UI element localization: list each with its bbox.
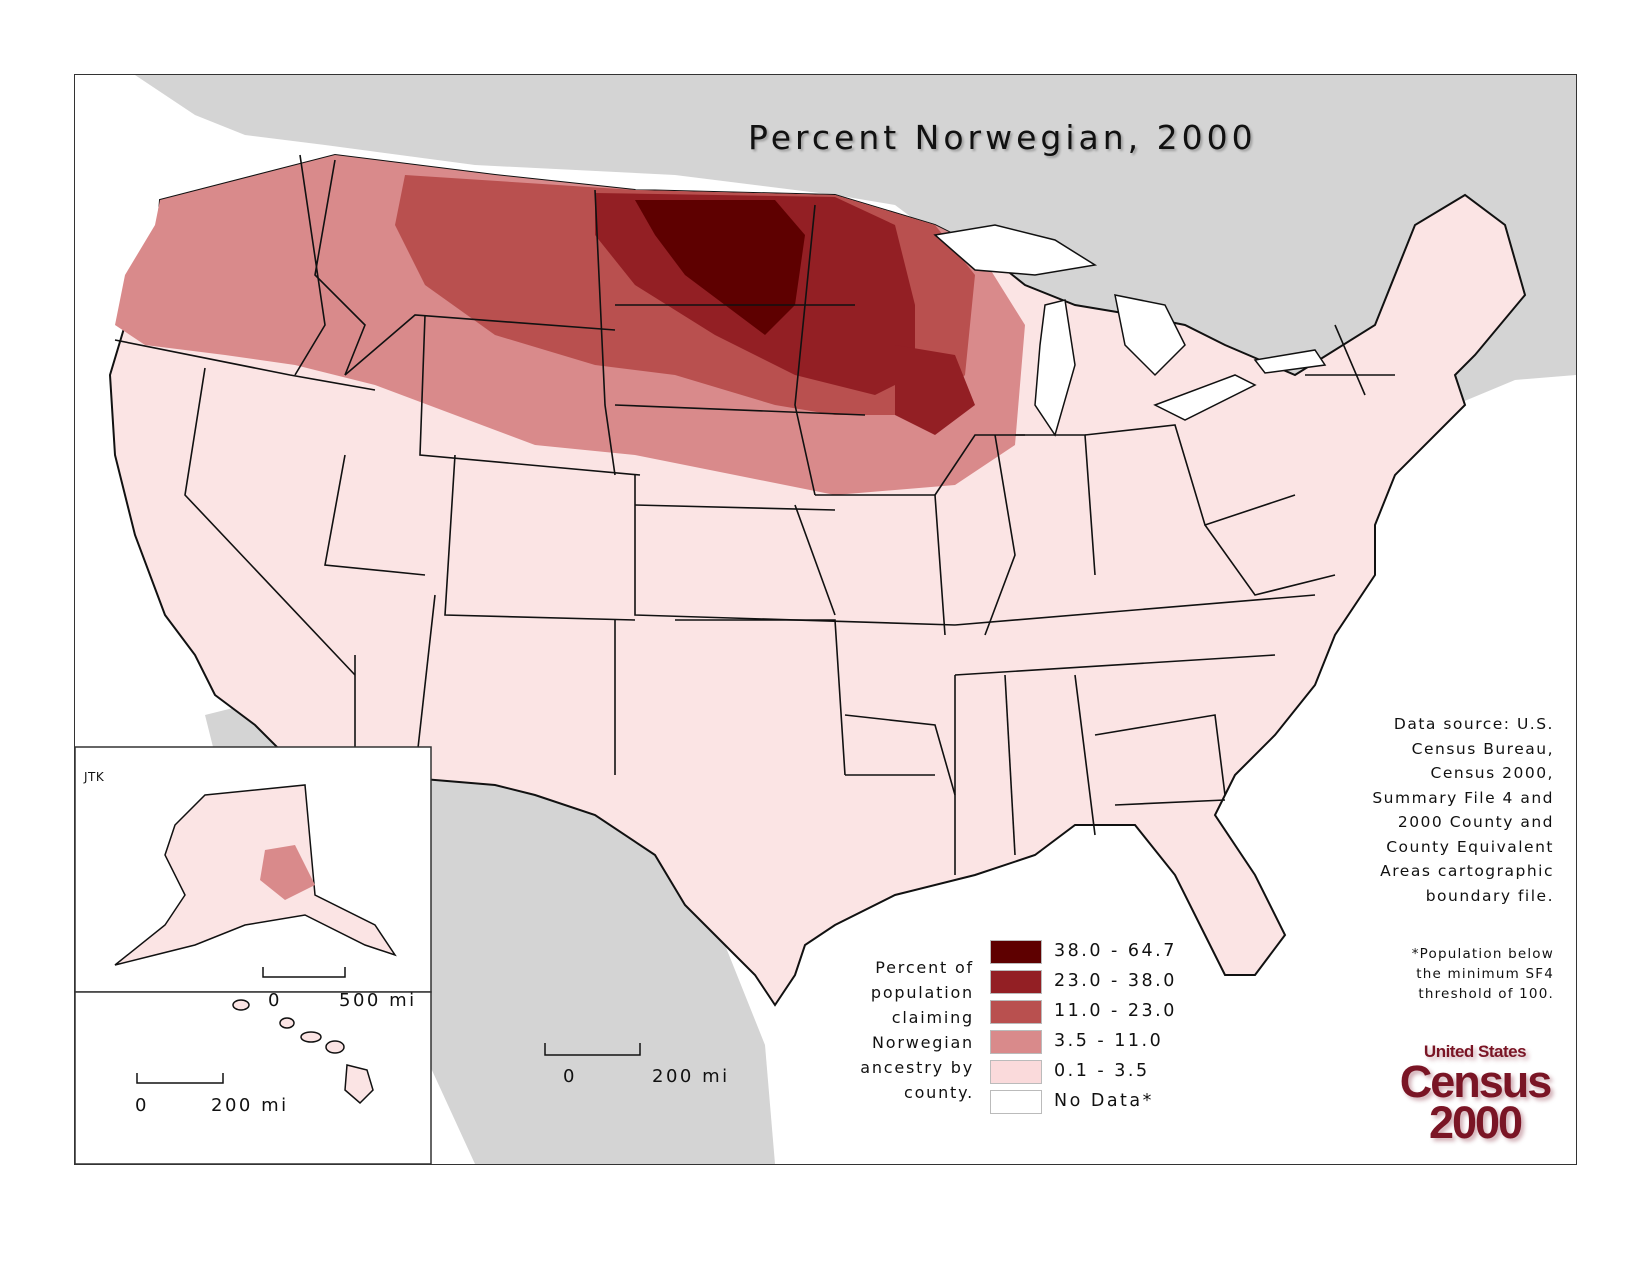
- legend-swatch: [990, 1000, 1042, 1024]
- legend-label: 0.1 - 3.5: [1054, 1061, 1150, 1081]
- alaska-scale-bar: [262, 967, 346, 978]
- lake-erie: [1153, 374, 1257, 421]
- northern-region-peak: [635, 200, 805, 335]
- alaska-scale-end: 500 mi: [339, 990, 417, 1011]
- source-line: County Equivalent: [1386, 837, 1554, 856]
- legend-description-line: Percent of: [875, 958, 974, 977]
- lake-ontario: [1253, 349, 1327, 374]
- hawaii-islands: [232, 999, 374, 1105]
- alaska-high: [260, 845, 315, 900]
- source-line: 2000 County and: [1397, 813, 1554, 831]
- source-line: Summary File 4 and: [1372, 788, 1554, 807]
- source-line: Census Bureau,: [1411, 739, 1554, 758]
- note-line: threshold of 100.: [1418, 986, 1554, 1002]
- legend-label: 23.0 - 38.0: [1054, 971, 1177, 991]
- legend-description: Percent of population claiming Norwegian…: [834, 955, 974, 1105]
- legend-swatch: [990, 1030, 1042, 1054]
- choropleth-map: [75, 75, 1576, 1164]
- main-scale-end: 200 mi: [652, 1066, 730, 1087]
- author-credit: JTK: [84, 770, 105, 784]
- legend-label: 38.0 - 64.7: [1054, 941, 1177, 961]
- main-scale-bar: [544, 1043, 641, 1056]
- lake-huron: [1114, 294, 1186, 377]
- state-borders: [114, 154, 1395, 875]
- legend-swatch: [990, 1090, 1042, 1114]
- map-frame: [74, 74, 1577, 1165]
- data-source-note: Data source: U.S. Census Bureau, Census …: [1294, 712, 1554, 908]
- logo-line: 2000: [1428, 1097, 1523, 1148]
- census-2000-logo: United States Census 2000: [1385, 1042, 1565, 1148]
- source-line: Areas cartographic: [1380, 862, 1554, 880]
- legend-description-line: county.: [903, 1083, 974, 1102]
- hawaii-scale-start: 0: [135, 1095, 149, 1116]
- legend-description-line: population: [870, 983, 974, 1002]
- wisconsin-high: [895, 345, 975, 435]
- main-scale-start: 0: [563, 1066, 577, 1087]
- alaska-scale-start: 0: [268, 990, 282, 1011]
- legend-label: 11.0 - 23.0: [1054, 1001, 1177, 1021]
- source-line: boundary file.: [1425, 886, 1554, 905]
- note-line: the minimum SF4: [1416, 966, 1554, 982]
- legend-description-line: claiming: [891, 1008, 974, 1027]
- note-line: *Population below: [1411, 946, 1554, 962]
- legend-swatch: [990, 940, 1042, 964]
- hawaii-scale-end: 200 mi: [211, 1095, 289, 1116]
- logo-line: United States: [1423, 1042, 1527, 1061]
- hawaii-scale-bar: [136, 1073, 224, 1084]
- legend-swatch: [990, 1060, 1042, 1084]
- map-title: Percent Norwegian, 2000: [748, 118, 1257, 157]
- source-line: Data source: U.S.: [1393, 715, 1554, 733]
- legend-swatch: [990, 970, 1042, 994]
- hawaii-inset-box: [75, 991, 432, 1164]
- alaska-shape: [114, 784, 397, 966]
- logo-line: Census: [1399, 1056, 1553, 1107]
- legend-description-line: ancestry by: [860, 1058, 974, 1077]
- legend-description-line: Norwegian: [871, 1033, 974, 1052]
- lake-superior: [933, 224, 1098, 276]
- source-line: Census 2000,: [1430, 764, 1554, 782]
- legend-label: No Data*: [1054, 1091, 1154, 1111]
- legend-label: 3.5 - 11.0: [1054, 1031, 1164, 1051]
- population-threshold-note: *Population below the minimum SF4 thresh…: [1334, 944, 1554, 1004]
